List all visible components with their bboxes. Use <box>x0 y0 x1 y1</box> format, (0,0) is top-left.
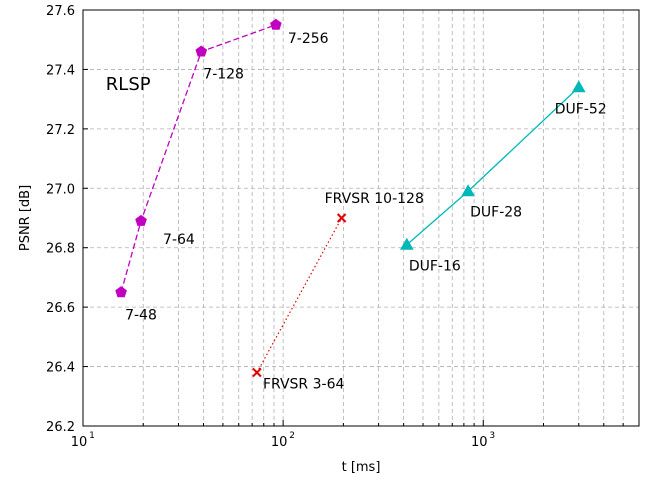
point-label: FRVSR 3-64 <box>263 377 345 393</box>
data-point <box>571 80 586 93</box>
x-tick-label: 10 <box>71 435 88 450</box>
series-line-0 <box>120 24 277 293</box>
series-layer <box>115 18 586 378</box>
y-tick-label: 27.0 <box>46 182 75 197</box>
x-tick-label: 10 <box>471 435 488 450</box>
x-tick-exponent: 2 <box>289 431 295 441</box>
data-point <box>270 18 282 30</box>
point-label: 7-128 <box>203 67 244 83</box>
point-label: 7-256 <box>288 31 329 47</box>
series-line-1 <box>256 217 343 373</box>
y-tick-label: 27.4 <box>46 63 75 78</box>
point-label: DUF-28 <box>470 204 522 220</box>
x-tick-label: 10 <box>271 435 288 450</box>
x-tick-exponent: 3 <box>489 431 495 441</box>
x-tick-exponent: 1 <box>89 431 95 441</box>
axis-ticks: 26.226.426.626.827.027.227.427.610 1 10 2 10… <box>46 4 640 450</box>
point-label: DUF-16 <box>409 259 461 275</box>
series-line-2 <box>406 86 580 246</box>
point-labels: 7-48 7-64 7-128 7-256 FRVSR 3-64 FRVSR 10-128… <box>106 31 607 393</box>
data-point <box>461 184 475 197</box>
x-axis-label: t [ms] <box>342 460 381 475</box>
point-label: DUF-52 <box>555 101 607 117</box>
plot-frame <box>82 9 640 427</box>
grid <box>82 9 640 427</box>
group-annotation: RLSP <box>106 74 151 95</box>
y-tick-label: 26.2 <box>46 420 75 435</box>
y-tick-label: 27.6 <box>46 4 75 19</box>
data-point <box>195 45 208 57</box>
y-tick-label: 26.8 <box>46 242 75 257</box>
y-tick-label: 26.4 <box>46 361 75 376</box>
data-point <box>252 367 262 378</box>
point-label: 7-64 <box>163 232 195 248</box>
y-tick-label: 27.2 <box>46 123 75 138</box>
point-label: FRVSR 10-128 <box>325 191 424 207</box>
y-tick-label: 26.6 <box>46 301 75 316</box>
y-axis-label: PSNR [dB] <box>18 185 33 251</box>
data-point <box>336 213 347 223</box>
point-label: 7-48 <box>125 307 157 323</box>
data-point <box>115 286 127 298</box>
data-point <box>399 237 414 250</box>
data-point <box>135 214 147 226</box>
